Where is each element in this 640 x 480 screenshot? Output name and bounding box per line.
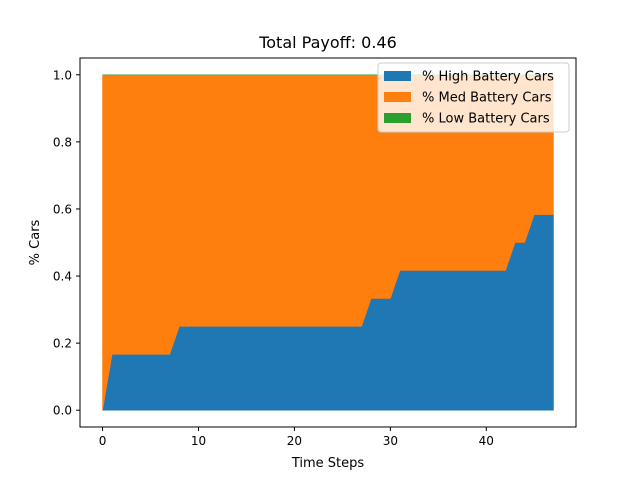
y-tick-label: 0.6 [53,202,72,216]
legend-swatch [384,92,411,102]
legend: % High Battery Cars % Med Battery Cars % L… [377,62,570,133]
y-tick-label: 0.4 [53,270,72,284]
legend-swatch [384,113,411,123]
x-tick-label: 20 [287,434,302,448]
x-tick-label: 0 [99,434,107,448]
legend-label: % Low Battery Cars [422,112,550,127]
y-axis-ticks: 0.0 0.2 0.4 0.6 0.8 1.0 [53,68,80,418]
x-axis-label: Time Steps [291,456,365,471]
legend-label: % Med Battery Cars [422,91,552,106]
plot-frame [79,57,577,428]
x-tick-label: 40 [479,434,494,448]
x-axis-ticks: 0 10 20 30 40 [99,427,494,448]
chart-title: Total Payoff: 0.46 [258,33,397,52]
plot-areas [102,74,554,411]
y-tick-label: 1.0 [53,68,72,82]
y-axis-label: % Cars [28,219,43,265]
legend-label: % High Battery Cars [422,70,554,85]
legend-swatch [384,71,411,81]
y-tick-label: 0.8 [53,135,72,149]
x-tick-label: 30 [383,434,398,448]
x-tick-label: 10 [191,434,206,448]
y-tick-label: 0.2 [53,337,72,351]
legend-box [377,62,570,133]
y-tick-label: 0.0 [53,404,72,418]
